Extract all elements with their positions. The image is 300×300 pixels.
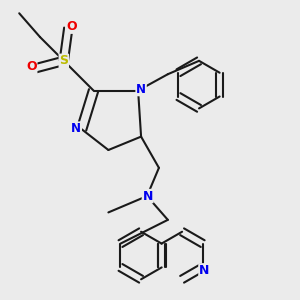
Text: O: O	[26, 60, 37, 73]
Text: N: N	[199, 264, 209, 277]
Text: S: S	[59, 54, 68, 67]
Text: N: N	[71, 122, 81, 135]
Text: O: O	[66, 20, 76, 33]
Text: N: N	[142, 190, 153, 202]
Text: N: N	[136, 82, 146, 96]
